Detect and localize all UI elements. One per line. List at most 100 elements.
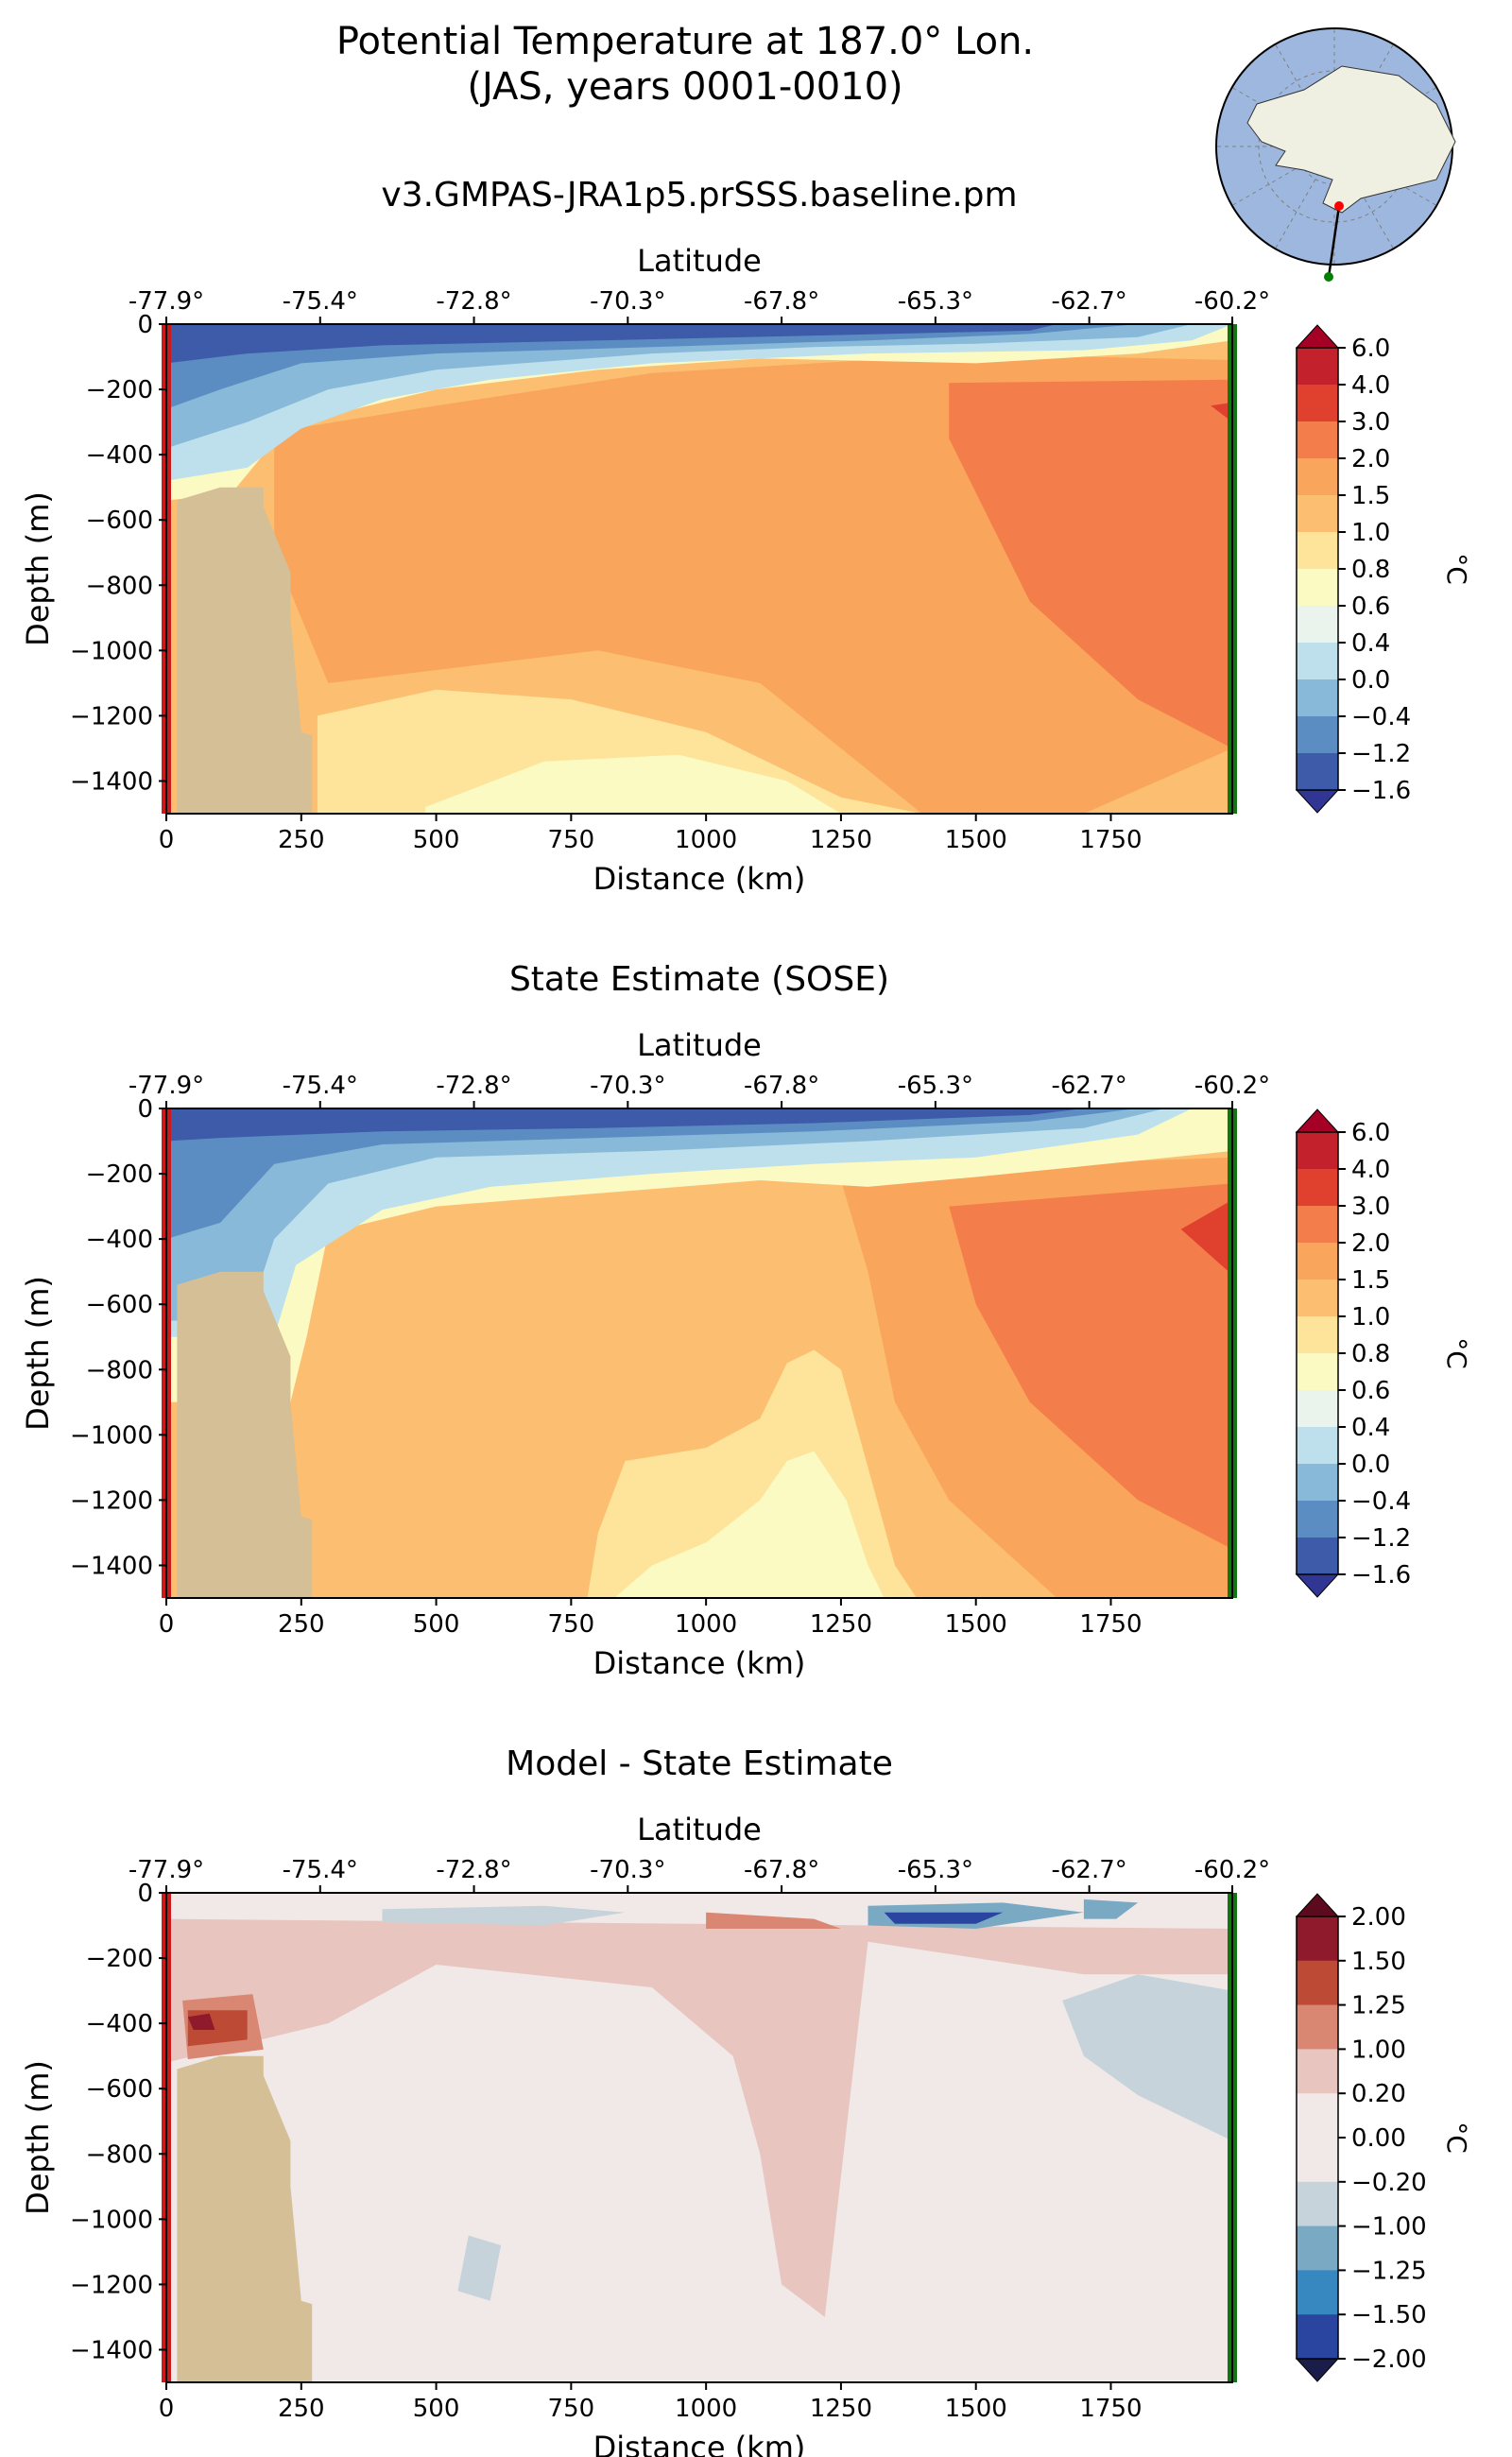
x-tick-label: 1000 — [675, 2395, 737, 2423]
colorbar-tick-label: 2.0 — [1351, 1229, 1390, 1258]
colorbar-tick-label: −0.4 — [1351, 703, 1411, 731]
colorbar-segment — [1297, 2004, 1338, 2050]
fill-0.2 — [166, 1918, 1232, 2317]
y-tick-label: 0 — [137, 1095, 153, 1124]
top-axis-label: Latitude — [637, 1812, 762, 1847]
contour-field — [166, 1108, 1232, 1598]
y-tick-label: −1000 — [70, 2206, 153, 2234]
fill-2.0 — [949, 1183, 1232, 1550]
x-tick-label: 1500 — [945, 826, 1007, 854]
colorbar-segment — [1297, 458, 1338, 496]
colorbar-tick-label: 4.0 — [1351, 1156, 1390, 1184]
y-axis-label: Depth (m) — [20, 2060, 56, 2215]
y-tick-label: −1400 — [70, 767, 153, 796]
axes-frame — [165, 1892, 1233, 2383]
fill-n0.2c — [382, 1905, 626, 1926]
colorbar-tick-label: −1.2 — [1351, 740, 1411, 768]
fill-2.0 — [949, 379, 1232, 748]
y-tick-label: −200 — [86, 1160, 153, 1189]
colorbar-extend-low — [1295, 789, 1340, 814]
lat-tick-label: -62.7° — [1052, 1072, 1127, 1100]
colorbar-segment — [1297, 1353, 1338, 1391]
fill-n1.5 — [884, 1912, 1004, 1924]
colorbar-extend-high — [1295, 1108, 1340, 1133]
colorbar-tick-label: 0.4 — [1351, 1414, 1390, 1442]
y-tick-label: −1200 — [70, 702, 153, 730]
fill-1.5 — [187, 2013, 215, 2030]
fill-3.0 — [1180, 1199, 1232, 1276]
y-tick-label: −1200 — [70, 1486, 153, 1515]
x-tick-label: 250 — [278, 826, 325, 854]
fill-n0.4 — [166, 324, 1193, 449]
colorbar-tick-label: 1.25 — [1351, 1992, 1406, 2020]
x-tick-label: 1000 — [675, 1610, 737, 1639]
colorbar-segment — [1297, 716, 1338, 754]
axes-frame — [165, 1108, 1233, 1599]
lat-tick-label: -67.8° — [744, 287, 819, 316]
colorbar-tick-label: 3.0 — [1351, 1193, 1390, 1221]
lat-tick-label: -60.2° — [1194, 1072, 1270, 1100]
colorbar-tick-label: 3.0 — [1351, 408, 1390, 437]
fill-n0.2b — [457, 2235, 502, 2301]
colorbar-tick-label: 1.5 — [1351, 1266, 1390, 1295]
colorbar-tick-label: −1.25 — [1351, 2257, 1427, 2285]
x-axis-label: Distance (km) — [593, 861, 806, 897]
colorbar-tick-label: 0.0 — [1351, 666, 1390, 695]
y-tick-label: −600 — [86, 507, 153, 535]
map-meridian — [1275, 43, 1335, 147]
lat-tick-label: -67.8° — [744, 1072, 819, 1100]
y-tick-label: −600 — [86, 2075, 153, 2104]
y-tick-label: −400 — [86, 1226, 153, 1254]
x-tick-label: 750 — [548, 826, 595, 854]
x-tick-label: 0 — [159, 826, 175, 854]
colorbar-tick-label: 0.00 — [1351, 2124, 1406, 2153]
lat-tick-label: -65.3° — [898, 1072, 973, 1100]
fill-1.0b — [706, 1912, 841, 1929]
colorbar-segment — [1297, 1538, 1338, 1575]
lat-tick-label: -60.2° — [1194, 287, 1270, 316]
fill-0.6 — [614, 1451, 885, 1598]
colorbar-label: °C — [1441, 553, 1472, 585]
lat-tick-label: -77.9° — [129, 1072, 204, 1100]
y-tick-label: −800 — [86, 2140, 153, 2169]
colorbar-tick-label: 0.0 — [1351, 1451, 1390, 1479]
colorbar-segment — [1297, 1132, 1338, 1170]
top-axis-label: Latitude — [637, 1027, 762, 1063]
colorbar-segment — [1297, 679, 1338, 717]
lat-tick-label: -72.8° — [436, 1072, 511, 1100]
x-tick-label: 0 — [159, 1610, 175, 1639]
x-tick-label: 1750 — [1079, 1610, 1142, 1639]
colorbar-segment — [1297, 606, 1338, 644]
map-meridian — [1333, 146, 1394, 249]
y-tick-label: −800 — [86, 572, 153, 600]
panel-1: v3.GMPAS-JRA1p5.prSSS.baseline.pm 0 250 500… — [20, 176, 1472, 897]
map-transect-start-marker — [1334, 201, 1344, 211]
x-tick-label: 750 — [548, 1610, 595, 1639]
lat-tick-label: -75.4° — [283, 1072, 358, 1100]
colorbar-segment — [1297, 2181, 1338, 2227]
colorbar-tick-label: 6.0 — [1351, 335, 1390, 363]
fill-n0.2 — [1062, 1974, 1232, 2141]
y-tick-label: 0 — [137, 1880, 153, 1908]
colorbar-segment — [1297, 2138, 1338, 2183]
y-tick-label: −800 — [86, 1356, 153, 1384]
colorbar-tick-label: −1.6 — [1351, 1561, 1411, 1589]
x-tick-label: 1750 — [1079, 826, 1142, 854]
x-tick-label: 0 — [159, 2395, 175, 2423]
colorbar-tick-label: 1.0 — [1351, 519, 1390, 547]
panel-3: Model - State Estimate 0 250 500 750 1000 1250… — [20, 1744, 1472, 2457]
lat-tick-label: -62.7° — [1052, 287, 1127, 316]
colorbar-segment — [1297, 2093, 1338, 2139]
y-tick-label: −1000 — [70, 1421, 153, 1450]
x-tick-label: 1000 — [675, 826, 737, 854]
lat-tick-label: -77.9° — [129, 287, 204, 316]
colorbar-segment — [1297, 1169, 1338, 1207]
y-tick-label: −1400 — [70, 1552, 153, 1580]
y-axis-label: Depth (m) — [20, 1276, 56, 1431]
colorbar-segment — [1297, 1243, 1338, 1280]
colorbar-tick-label: 4.0 — [1351, 371, 1390, 400]
fill-n1.2 — [166, 1108, 1139, 1240]
colorbar-segment — [1297, 348, 1338, 386]
bathymetry — [166, 1271, 313, 1598]
